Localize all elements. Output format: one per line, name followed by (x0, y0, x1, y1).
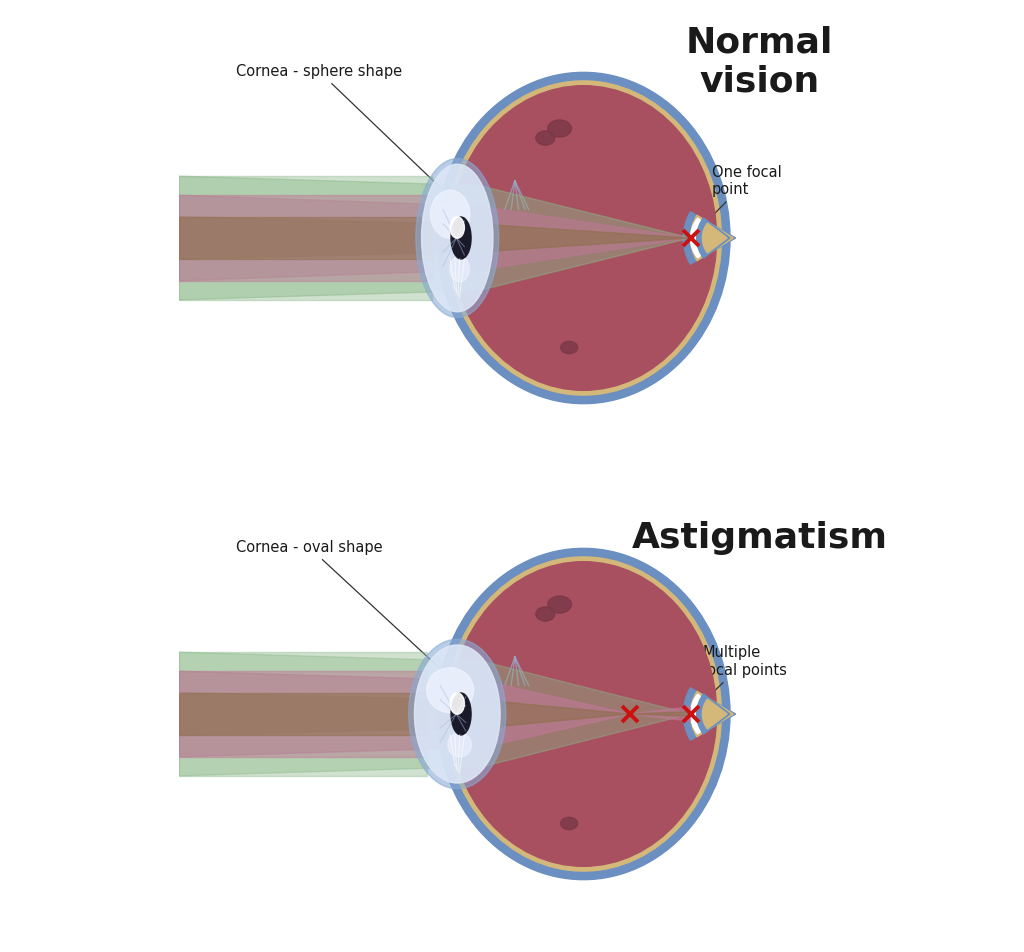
FancyBboxPatch shape (179, 693, 427, 735)
Ellipse shape (560, 342, 578, 354)
Wedge shape (690, 694, 722, 734)
Ellipse shape (445, 557, 722, 871)
Ellipse shape (447, 733, 471, 757)
Wedge shape (683, 687, 735, 741)
Ellipse shape (451, 693, 465, 714)
Text: Normal
vision: Normal vision (686, 25, 834, 99)
Polygon shape (179, 671, 690, 757)
FancyBboxPatch shape (179, 195, 432, 281)
FancyBboxPatch shape (179, 176, 432, 300)
Ellipse shape (451, 562, 717, 866)
Wedge shape (696, 218, 730, 258)
Ellipse shape (548, 120, 571, 137)
Text: Astigmatism: Astigmatism (632, 521, 888, 555)
Wedge shape (702, 223, 727, 253)
FancyBboxPatch shape (179, 652, 427, 776)
Polygon shape (179, 176, 690, 300)
Ellipse shape (430, 190, 470, 238)
Ellipse shape (415, 645, 500, 783)
Ellipse shape (437, 72, 730, 404)
Ellipse shape (452, 693, 471, 735)
Text: One focal
point: One focal point (692, 165, 781, 236)
Ellipse shape (451, 217, 465, 238)
Ellipse shape (450, 256, 469, 282)
Polygon shape (179, 693, 690, 735)
Wedge shape (696, 694, 730, 734)
Ellipse shape (416, 159, 499, 318)
Ellipse shape (536, 607, 555, 622)
FancyBboxPatch shape (179, 671, 427, 757)
Text: Cornea - oval shape: Cornea - oval shape (236, 540, 442, 671)
Ellipse shape (427, 667, 474, 713)
Polygon shape (179, 195, 690, 281)
Polygon shape (179, 652, 690, 776)
Wedge shape (702, 699, 727, 729)
Ellipse shape (451, 86, 717, 390)
FancyBboxPatch shape (179, 216, 432, 260)
Polygon shape (179, 216, 690, 260)
Wedge shape (690, 218, 722, 258)
Ellipse shape (560, 817, 578, 830)
Ellipse shape (548, 596, 571, 613)
Ellipse shape (452, 217, 471, 259)
Ellipse shape (536, 131, 555, 145)
Ellipse shape (422, 165, 493, 312)
Wedge shape (690, 215, 733, 261)
Wedge shape (690, 691, 733, 737)
Wedge shape (683, 211, 735, 264)
Ellipse shape (445, 81, 722, 395)
Text: Cornea - sphere shape: Cornea - sphere shape (236, 64, 441, 188)
Text: Multiple
focal points: Multiple focal points (692, 645, 787, 712)
Ellipse shape (409, 640, 506, 788)
Ellipse shape (437, 548, 730, 880)
